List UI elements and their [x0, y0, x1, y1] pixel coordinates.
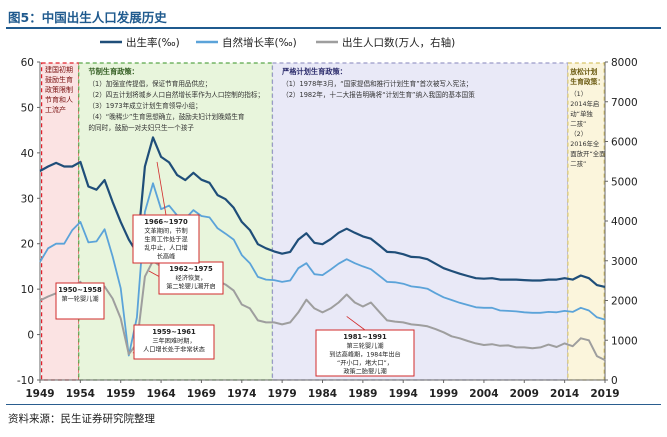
- callout-third-boom-text: 政策二胎婴儿潮: [343, 368, 386, 376]
- y-right-tick-label: 6000: [611, 137, 638, 149]
- phase-relaxed-title: 生育政策：: [570, 77, 604, 86]
- callout-third-boom-pointer: [346, 316, 366, 331]
- phase-strict-region: [271, 62, 569, 381]
- phase-birth-control-title: 节制生育政策：: [88, 67, 138, 76]
- y-right-tick-label: 5000: [611, 176, 638, 188]
- x-tick-label: 2009: [510, 388, 539, 400]
- x-tick-label: 1954: [66, 388, 95, 400]
- y-right-tick-label: 4000: [611, 216, 638, 228]
- y-right-tick-label: 0: [611, 375, 618, 387]
- phase-early-text: 建国初期: [45, 65, 73, 74]
- callout-third-boom-text: 到达高峰期，1984年出台: [329, 351, 400, 359]
- phase-birth-control-text: （2）四五计划将城乡人口自然增长率作为人口控制的指标；: [88, 90, 264, 99]
- callout-cultural-revolution-text: 生育工作处于混: [144, 236, 187, 244]
- y-right-tick-label: 2000: [611, 296, 638, 308]
- x-tick-label: 1994: [389, 388, 418, 400]
- phase-birth-control-text: 的同时，鼓励一对夫妇只生一个孩子: [88, 123, 194, 132]
- y-left-tick-label: 30: [21, 193, 34, 205]
- legend-label: 出生率(‰): [126, 36, 180, 49]
- callout-recovery-text: 经济恢复，: [176, 274, 207, 282]
- callout-cultural-revolution-pointer: [156, 161, 167, 216]
- x-tick-label: 2019: [590, 388, 619, 400]
- x-tick-label: 2004: [469, 388, 498, 400]
- phase-early-text: 政策限制: [45, 85, 73, 94]
- phase-strict-text: （2）1982年，十二大报告明确将“计划生育”纳入我国的基本国策: [282, 90, 475, 99]
- callout-recovery-text: 第二轮婴儿潮开启: [166, 283, 216, 291]
- phase-relaxed-text: 2014年启: [570, 99, 599, 108]
- phase-relaxed-text: 动“单独: [570, 109, 593, 118]
- callout-hardship-text: 人口增长处于非常状态: [143, 346, 205, 354]
- phase-early-text: 节育和人: [45, 95, 73, 104]
- callout-hardship-year: 1959~1961: [152, 328, 196, 336]
- x-tick-label: 1979: [268, 388, 297, 400]
- phase-relaxed-text: 面放开“全面: [570, 149, 606, 158]
- callout-cultural-revolution-box: [132, 214, 200, 264]
- y-left-tick-label: 0: [27, 330, 34, 342]
- callout-recovery-box: [158, 261, 224, 295]
- phase-strict-text: （1）1978年3月，“国家提倡和推行计划生育”首次被写入宪法；: [282, 79, 472, 88]
- phase-birth-control-text: （3）1973年成立计划生育领导小组；: [88, 101, 201, 110]
- phase-birth-control-text: （4）“晚稀少”生育思想确立，鼓励夫妇计划晚婚生育: [88, 112, 244, 121]
- x-tick-label: 1969: [187, 388, 216, 400]
- y-left-tick-label: -10: [17, 375, 34, 387]
- phase-relaxed-text: 2016年全: [570, 139, 600, 148]
- callout-cultural-revolution-text: 乱中止，人口增: [144, 244, 187, 252]
- callout-cultural-revolution-year: 1966~1970: [144, 218, 188, 226]
- callout-third-boom-text: “开小口，堵大口”，: [337, 359, 393, 367]
- phase-relaxed-title: 放松计划: [569, 67, 597, 76]
- y-left-tick-label: 40: [21, 148, 34, 160]
- x-tick-label: 1949: [25, 388, 54, 400]
- phase-early-text: 工流产: [45, 105, 66, 114]
- y-left-tick-label: 60: [21, 57, 34, 69]
- y-right-tick-label: 1000: [611, 335, 638, 347]
- callout-recovery-year: 1962~1975: [169, 265, 213, 273]
- phase-relaxed-text: 二孩”: [570, 159, 586, 168]
- callout-first-boom-box: [55, 282, 105, 320]
- phase-relaxed-text: （1）: [570, 90, 587, 98]
- phase-birth-control-text: （1）加强宣传提倡，保证节育用品供应；: [88, 79, 211, 88]
- callout-third-boom-text: 第三轮婴儿潮: [346, 342, 383, 350]
- source-divider: [6, 404, 661, 405]
- x-tick-label: 2014: [550, 388, 579, 400]
- source-note: 资料来源：民生证券研究院整理: [8, 413, 155, 425]
- phase-early-text: 鼓励生育: [45, 75, 73, 84]
- callout-third-boom-box: [315, 329, 415, 377]
- callout-first-boom-text: 第一轮婴儿潮: [61, 295, 98, 303]
- legend-label: 自然增长率(‰): [222, 36, 297, 49]
- x-tick-label: 1974: [227, 388, 256, 400]
- x-tick-label: 1989: [348, 388, 377, 400]
- y-right-tick-label: 8000: [611, 57, 638, 69]
- callout-cultural-revolution-text: 长高峰: [157, 253, 176, 261]
- phase-strict-title: 严格计划生育政策：: [281, 67, 347, 76]
- title-divider: [6, 27, 661, 29]
- callout-hardship-text: 三年困难时期，: [152, 337, 195, 345]
- callout-hardship-box: [133, 324, 215, 360]
- x-tick-label: 1959: [106, 388, 135, 400]
- y-left-tick-label: 50: [21, 102, 34, 114]
- callout-cultural-revolution-text: 文革期间，节制: [144, 227, 187, 235]
- y-right-tick-label: 7000: [611, 97, 638, 109]
- callout-third-boom-year: 1981~1991: [343, 333, 387, 341]
- x-tick-label: 1964: [146, 388, 175, 400]
- x-tick-label: 1984: [308, 388, 337, 400]
- x-tick-label: 1999: [429, 388, 458, 400]
- legend-label: 出生人口数(万人，右轴): [342, 36, 455, 49]
- y-right-tick-label: 3000: [611, 256, 638, 268]
- y-left-tick-label: 10: [21, 284, 34, 296]
- y-left-tick-label: 20: [21, 239, 34, 251]
- callout-first-boom-year: 1950~1958: [58, 286, 102, 294]
- figure-title: 图5：中国出生人口发展历史: [8, 10, 167, 25]
- phase-relaxed-text: 二孩”: [570, 119, 586, 128]
- phase-relaxed-text: （2）: [570, 130, 587, 138]
